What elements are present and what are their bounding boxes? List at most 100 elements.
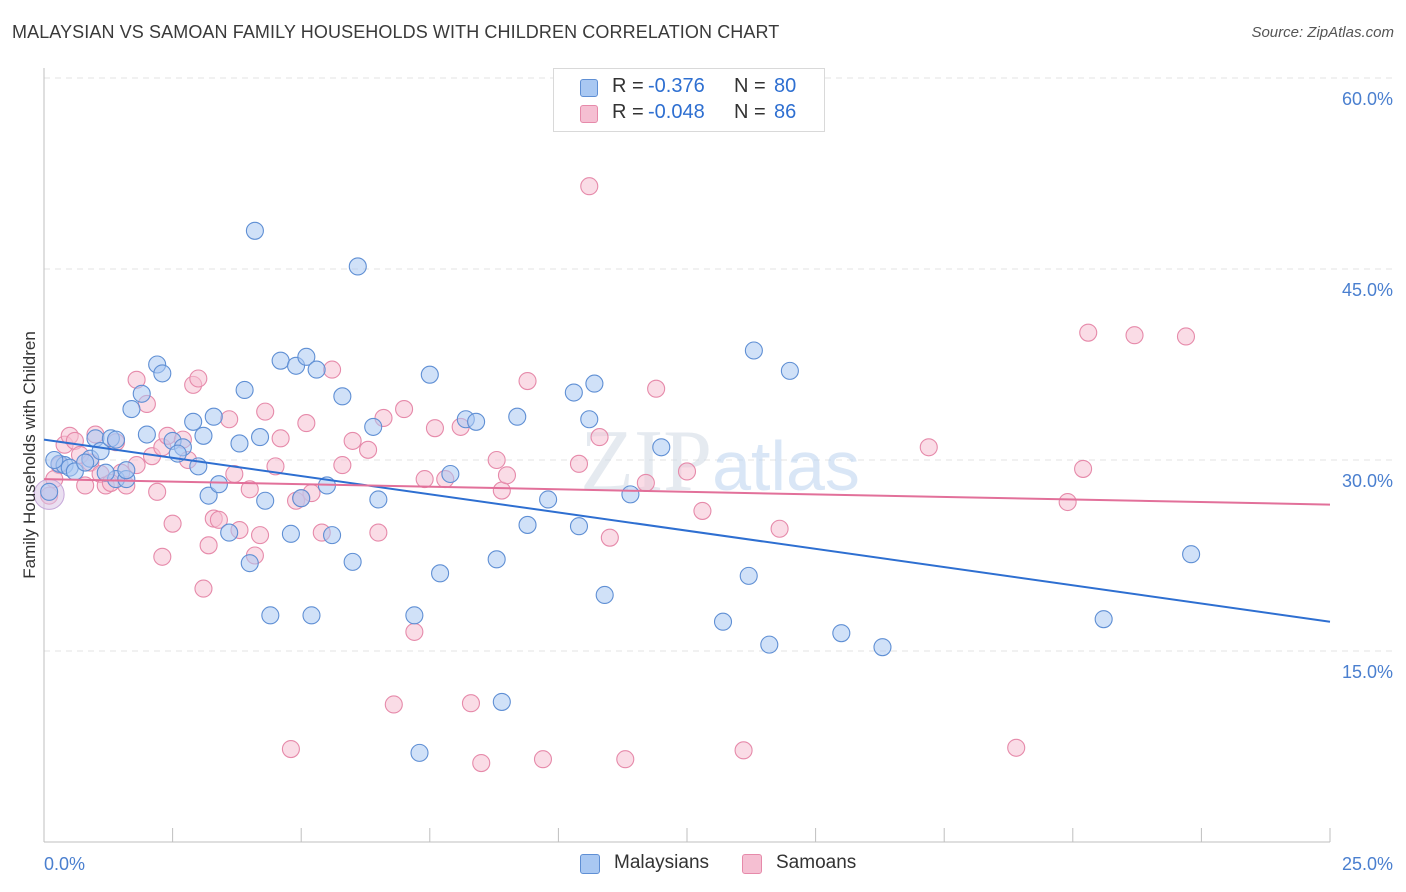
data-point xyxy=(271,351,290,370)
malaysians-swatch xyxy=(580,79,598,97)
data-point xyxy=(230,434,249,453)
r-label: R = xyxy=(612,75,644,97)
data-point xyxy=(1058,492,1077,512)
samoans-points xyxy=(33,177,1196,773)
n-value: 80 xyxy=(774,75,797,97)
source-label: Source: ZipAtlas.com xyxy=(1251,24,1394,41)
data-point xyxy=(770,519,789,538)
data-point xyxy=(256,402,275,421)
data-point xyxy=(153,364,172,383)
data-point xyxy=(564,383,583,402)
data-point xyxy=(1125,326,1144,345)
data-point xyxy=(780,361,799,380)
data-point xyxy=(250,526,270,545)
data-point xyxy=(739,566,758,585)
data-point xyxy=(441,464,460,484)
data-point xyxy=(467,412,486,431)
data-point xyxy=(461,694,481,713)
data-point xyxy=(132,384,151,403)
n-value: 86 xyxy=(774,101,797,123)
data-point xyxy=(1074,459,1093,478)
malaysians-trend-line xyxy=(43,438,1331,623)
data-point xyxy=(492,481,511,500)
data-point xyxy=(600,528,619,547)
data-point xyxy=(647,379,666,398)
data-point xyxy=(266,457,285,476)
data-point xyxy=(323,526,342,545)
data-point xyxy=(487,450,506,470)
data-point xyxy=(1007,738,1026,757)
data-point xyxy=(194,579,213,598)
data-point xyxy=(333,456,352,475)
data-point xyxy=(209,510,228,529)
data-point xyxy=(240,554,259,573)
data-point xyxy=(148,482,167,501)
data-point xyxy=(343,552,362,571)
data-point xyxy=(220,523,239,542)
data-point xyxy=(106,430,126,449)
data-point xyxy=(256,491,275,510)
data-point xyxy=(569,454,589,473)
data-point xyxy=(580,410,599,429)
data-point xyxy=(137,425,156,444)
data-point xyxy=(323,360,342,379)
data-point xyxy=(621,485,640,504)
data-point xyxy=(76,453,95,472)
data-point xyxy=(873,638,892,657)
legend-label: Malaysians xyxy=(614,852,710,873)
data-point xyxy=(235,380,254,400)
data-point xyxy=(1176,327,1196,346)
data-point xyxy=(713,612,733,631)
data-point xyxy=(359,440,378,459)
data-point xyxy=(302,606,321,625)
data-point xyxy=(209,475,228,494)
data-point xyxy=(261,606,280,625)
legend-row-samoans: R = -0.048 N = 86 xyxy=(554,101,824,127)
r-value: -0.048 xyxy=(648,101,705,123)
data-point xyxy=(487,550,506,569)
data-point xyxy=(415,470,434,489)
data-point xyxy=(184,412,203,431)
data-point xyxy=(1094,610,1113,629)
data-point xyxy=(533,750,553,769)
axes xyxy=(43,68,1331,843)
data-point xyxy=(595,585,614,605)
data-point xyxy=(307,360,326,379)
data-point xyxy=(153,547,172,566)
data-point xyxy=(297,414,316,433)
data-point xyxy=(616,750,635,769)
tick-labels: 15.0% 30.0% 45.0% 60.0% 0.0% 25.0% xyxy=(44,89,1393,874)
samoans-swatch xyxy=(580,105,598,123)
data-point xyxy=(333,387,352,406)
data-point xyxy=(1079,323,1098,342)
r-label: R = xyxy=(612,101,644,123)
data-point xyxy=(163,514,182,533)
malaysians-points xyxy=(40,221,1201,762)
data-point xyxy=(189,369,208,388)
data-point xyxy=(343,431,362,450)
data-point xyxy=(518,515,537,534)
data-point xyxy=(425,419,444,438)
data-point xyxy=(122,400,141,419)
grid-lines xyxy=(44,77,1394,652)
data-point xyxy=(395,400,414,419)
data-point xyxy=(677,462,697,481)
data-point xyxy=(405,622,424,641)
data-point xyxy=(40,482,59,501)
data-point xyxy=(472,754,491,773)
legend-row-malaysians: R = -0.376 N = 80 xyxy=(554,75,824,101)
data-point xyxy=(734,741,753,760)
data-point xyxy=(281,739,300,759)
data-point xyxy=(693,501,712,520)
data-point xyxy=(348,257,367,276)
data-point xyxy=(199,486,218,505)
data-point xyxy=(281,524,300,543)
data-point xyxy=(590,428,609,447)
chart-title: MALAYSIAN VS SAMOAN FAMILY HOUSEHOLDS WI… xyxy=(12,22,780,42)
data-point xyxy=(580,177,599,196)
y-tick-label: 30.0% xyxy=(1342,471,1393,491)
malaysians-swatch xyxy=(580,854,600,874)
data-point xyxy=(497,466,517,485)
data-point xyxy=(492,692,511,711)
y-axis-label: Family Households with Children xyxy=(20,331,39,579)
